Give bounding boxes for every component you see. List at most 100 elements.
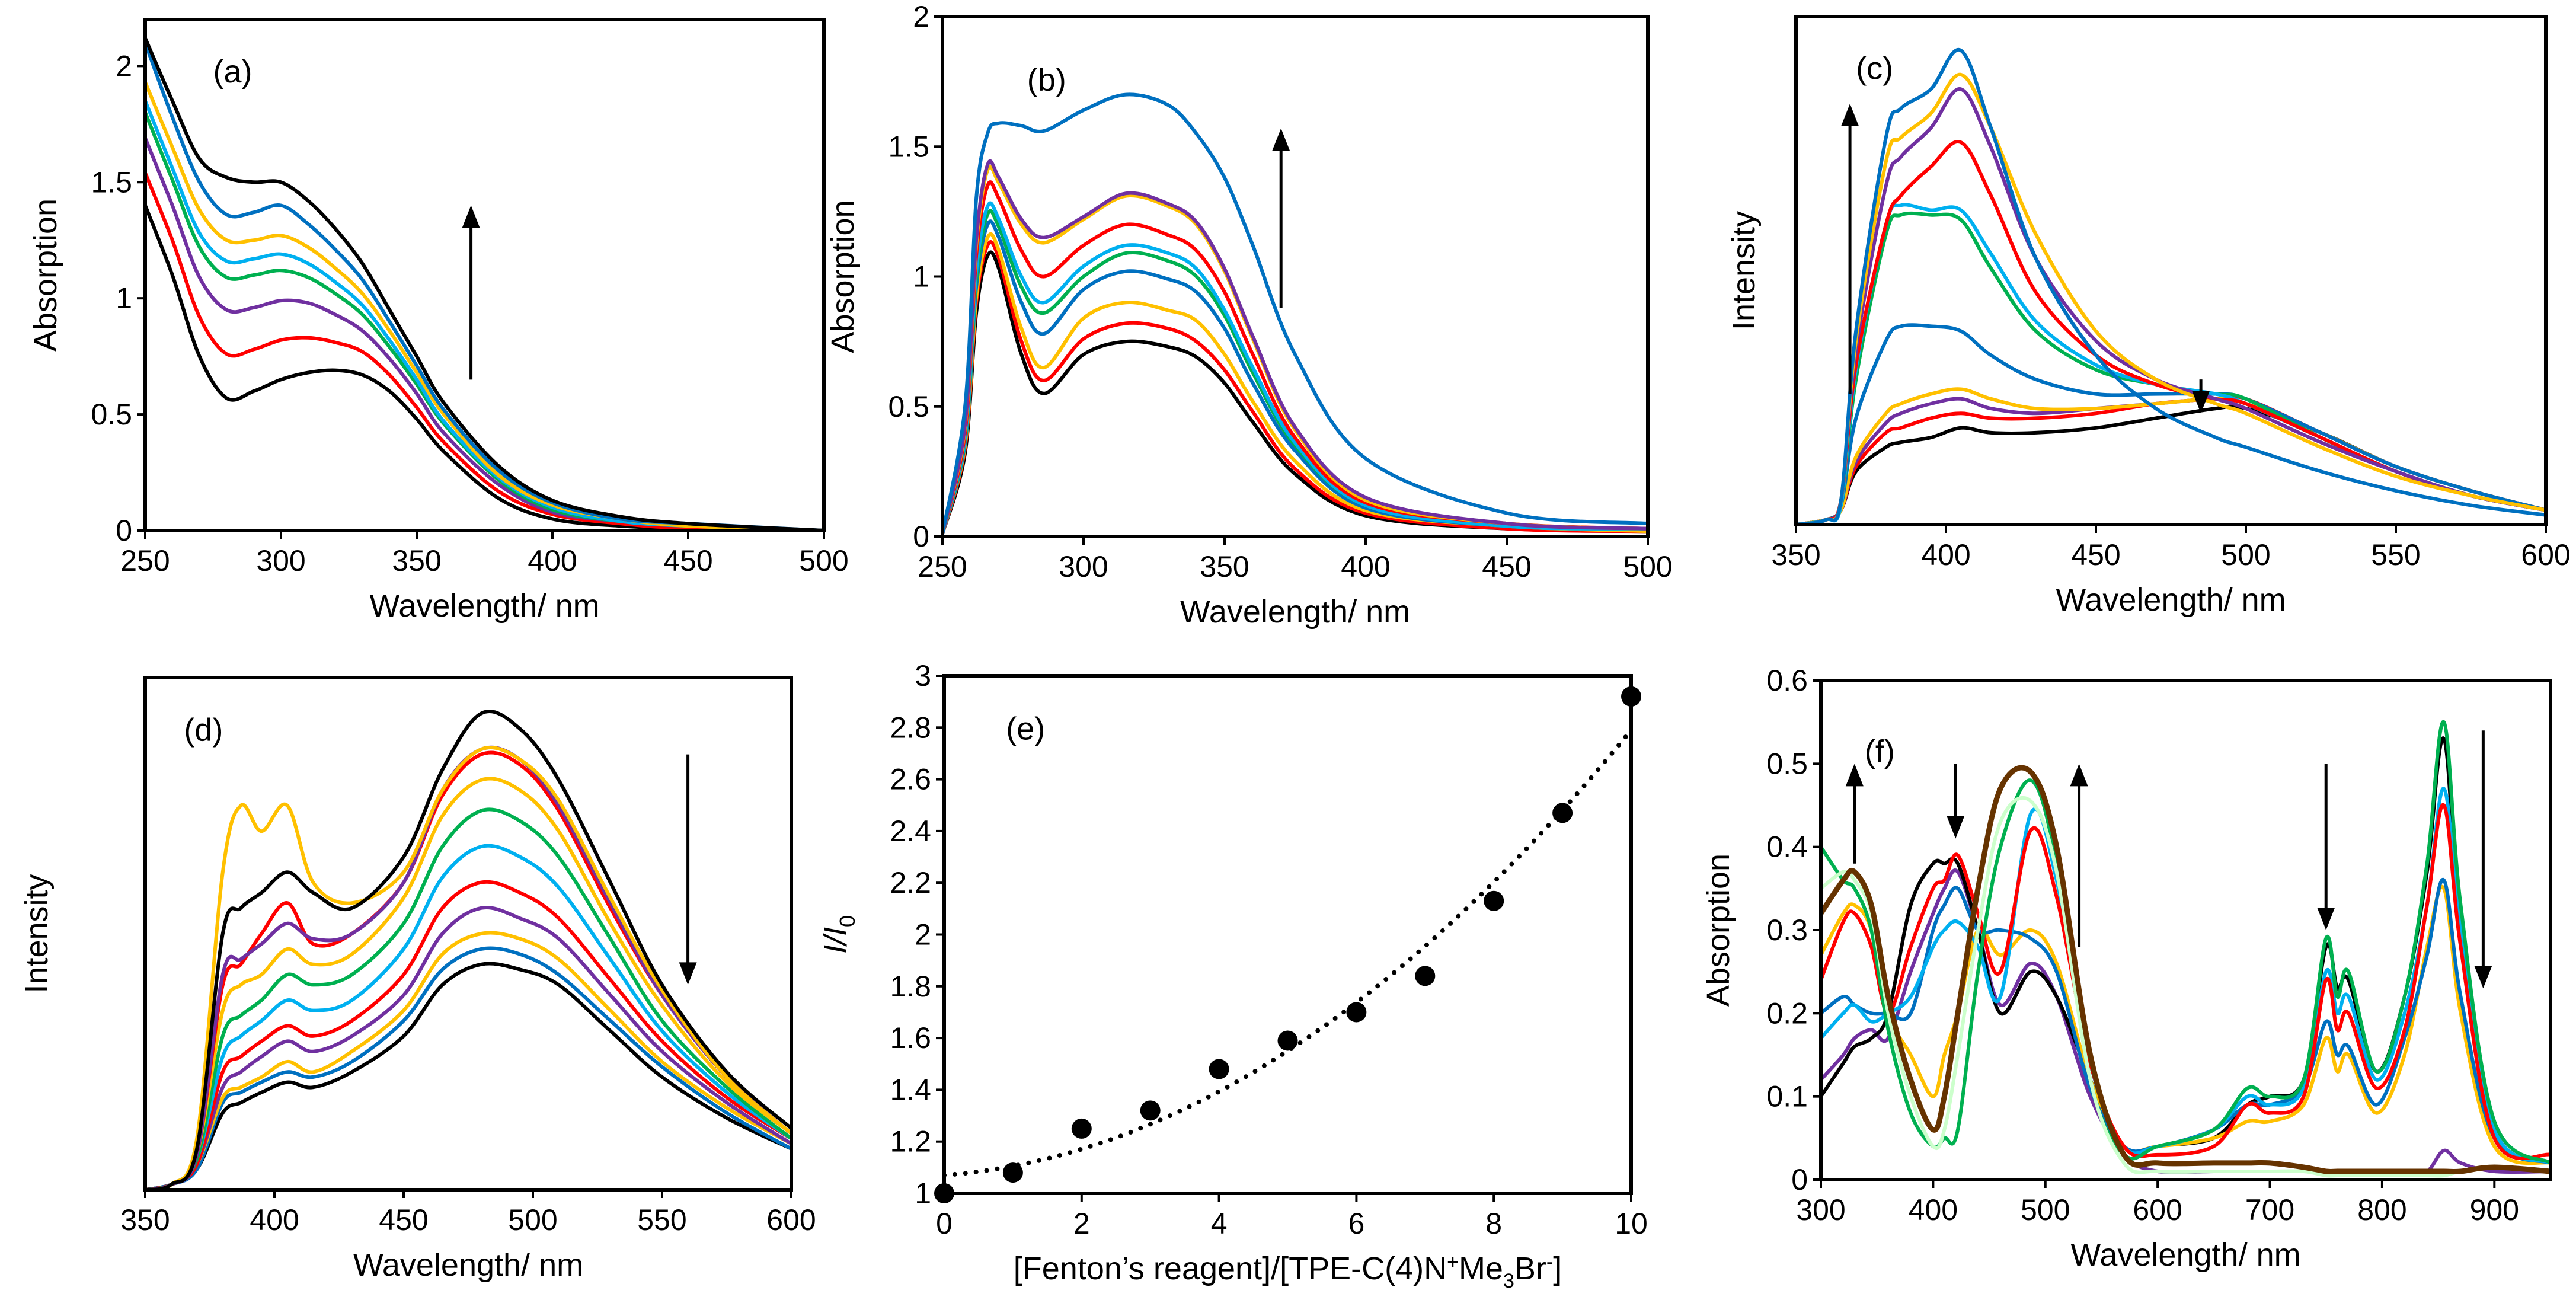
series-line-0 <box>145 962 791 1190</box>
series-line-1 <box>942 240 1648 535</box>
series-line-4 <box>942 209 1648 535</box>
x-tick-label: 550 <box>2371 538 2420 571</box>
x-tick-label: 450 <box>663 544 712 577</box>
arrow-down-icon <box>2192 379 2210 414</box>
x-tick-label: 350 <box>1200 550 1249 583</box>
series-line-11 <box>145 709 791 1190</box>
x-tick-label: 400 <box>528 544 577 577</box>
series-line-9 <box>1796 72 2546 525</box>
x-axis-title: Wavelength/ nm <box>1180 594 1410 630</box>
x-tick-label: 350 <box>120 1203 170 1237</box>
y-tick-label: 2.2 <box>890 866 931 899</box>
series-line-6 <box>1796 203 2546 525</box>
series-line-8 <box>1796 87 2546 525</box>
x-tick-label: 600 <box>766 1203 816 1237</box>
x-tick-label: 0 <box>936 1207 953 1240</box>
x-tick-label: 450 <box>1482 550 1531 583</box>
y-tick-label: 0.5 <box>888 390 929 423</box>
series-line-7 <box>1796 140 2546 525</box>
panel-c: 350 400 450 500 550 600 (c) Wavelength/ nm Inten… <box>1726 15 2571 618</box>
y-tick-label: 1.6 <box>890 1021 931 1055</box>
series-line-3 <box>145 905 791 1190</box>
x-tick-label: 250 <box>120 544 170 577</box>
y-axis-title: Absorption <box>28 199 63 352</box>
y-axis-title: Absorption <box>825 200 861 353</box>
y-tick-label: 1.2 <box>890 1125 931 1158</box>
series-line-2 <box>145 931 791 1190</box>
x-tick-label: 400 <box>1921 538 1970 571</box>
y-axis-title: Intensity <box>1726 211 1762 330</box>
x-tick-label: 800 <box>2357 1193 2406 1226</box>
series-line-9 <box>942 92 1648 535</box>
panel-label: (c) <box>1856 51 1893 87</box>
series-line-4 <box>145 880 791 1190</box>
panel-a: 250 300 350 400 450 500 0 0.5 1 1.5 2 (a) Wavelength… <box>28 18 849 624</box>
data-point <box>1140 1100 1161 1121</box>
arrow-down-icon <box>2474 730 2492 989</box>
plot-frame <box>1819 679 2552 1181</box>
y-tick-label: 2.8 <box>890 711 931 744</box>
y-tick-label: 0.3 <box>1766 913 1808 947</box>
y-axis-title: Absorption <box>1701 854 1736 1007</box>
plot-area <box>1821 720 2551 1178</box>
series-line-5 <box>1821 803 2551 1161</box>
y-tick-label: 0.6 <box>1766 664 1808 697</box>
arrow-down-icon <box>2317 764 2335 930</box>
series-line-8 <box>942 159 1648 535</box>
series-line-6 <box>145 807 791 1190</box>
x-tick-label: 500 <box>2221 538 2270 571</box>
arrow-up-icon <box>462 205 480 380</box>
series-line-9 <box>145 745 791 1190</box>
plot-area <box>145 37 824 531</box>
y-tick-label: 2.6 <box>890 763 931 796</box>
panel-label: (a) <box>213 54 253 90</box>
x-tick-label: 500 <box>799 544 848 577</box>
data-point <box>1071 1118 1092 1139</box>
plot-frame <box>143 18 826 532</box>
plot-frame <box>942 674 1633 1195</box>
x-tick-label: 4 <box>1211 1207 1228 1240</box>
y-tick-label: 1.5 <box>91 165 132 199</box>
x-tick-label: 300 <box>1796 1193 1845 1226</box>
arrow-up-icon <box>1272 128 1290 308</box>
y-axis-title: Intensity <box>19 874 55 993</box>
series-line-0 <box>942 250 1648 535</box>
data-point <box>1277 1030 1298 1051</box>
panel-f: 300 400 500 600 700 800 900 0 0.1 0.2 0.3 0.4 0.5 0.6… <box>1701 664 2552 1273</box>
x-axis-title: Wavelength/ nm <box>353 1247 583 1283</box>
x-tick-label: 10 <box>1615 1207 1648 1240</box>
y-tick-label: 0.2 <box>1766 996 1808 1030</box>
trend-line <box>944 727 1631 1178</box>
data-point <box>1552 803 1573 823</box>
x-axis-title: Wavelength/ nm <box>2070 1237 2300 1273</box>
x-tick-label: 350 <box>1771 538 1820 571</box>
series-line-5 <box>942 201 1648 535</box>
data-point <box>1484 890 1504 911</box>
y-tick-label: 1.5 <box>888 130 929 163</box>
arrow-up-icon <box>1841 103 1859 394</box>
series-line-4 <box>145 100 824 531</box>
plot-area <box>942 92 1648 535</box>
arrow-down-icon <box>679 754 697 985</box>
x-tick-label: 450 <box>2071 538 2120 571</box>
y-tick-label: 2 <box>116 49 132 82</box>
x-tick-label: 700 <box>2245 1193 2294 1226</box>
y-tick-label: 1 <box>913 260 929 293</box>
panel-label: (e) <box>1006 711 1045 746</box>
series-line-0 <box>145 205 824 531</box>
y-tick-label: 0.4 <box>1766 831 1808 864</box>
x-tick-label: 550 <box>637 1203 686 1237</box>
x-tick-label: 2 <box>1073 1207 1090 1240</box>
series-line-7 <box>942 164 1648 535</box>
x-axis-title: Wavelength/ nm <box>369 588 599 624</box>
panel-b: 250 300 350 400 450 500 0 0.5 1 1.5 2 (b) Wavelength… <box>825 0 1673 630</box>
series-line-1 <box>145 946 791 1190</box>
series-line-2 <box>145 137 824 531</box>
x-tick-label: 400 <box>1341 550 1390 583</box>
series-line-5 <box>145 81 824 531</box>
x-axis-title: Wavelength/ nm <box>2056 582 2286 618</box>
plot-area <box>1796 47 2546 525</box>
y-tick-label: 1 <box>915 1177 931 1210</box>
x-axis-title: [Fenton’s reagent]/[TPE-C(4)N+Me3Br-] <box>1014 1251 1562 1292</box>
x-tick-label: 8 <box>1485 1207 1502 1240</box>
